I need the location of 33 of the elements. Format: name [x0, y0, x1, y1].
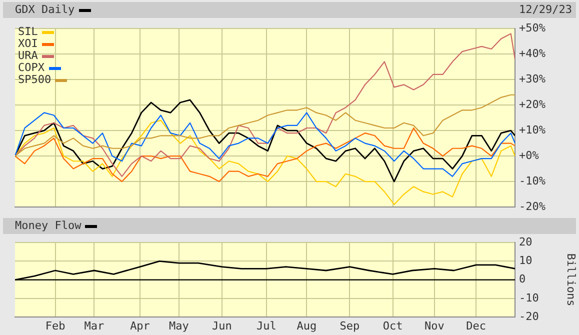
legend-label: XOI [18, 37, 38, 50]
y-tick-label: 20 [519, 235, 532, 248]
y-tick-label: -10% [519, 174, 546, 188]
x-tick-label: Jun [212, 319, 232, 332]
legend-label: COPX [18, 61, 44, 74]
x-tick-label: Aug [296, 319, 317, 332]
y-tick-label: -20 [519, 310, 539, 323]
x-tick-label: Apr [130, 319, 150, 332]
y-tick-label: +20% [519, 98, 546, 111]
x-tick-label: Nov [424, 319, 445, 332]
legend-label: SP500 [18, 73, 52, 86]
x-tick-label: Jul [256, 319, 276, 332]
y-tick-label: +0% [519, 148, 540, 162]
y-tick-label: -10 [519, 291, 539, 304]
y-tick-label: -20% [519, 200, 546, 213]
x-tick-label: Feb [45, 319, 66, 332]
x-tick-label: Sep [340, 319, 360, 332]
x-tick-label: Dec [466, 319, 486, 332]
legend-label: Money Flow [15, 218, 82, 234]
y-tick-label: +40% [519, 46, 546, 60]
x-tick-label: Mar [84, 319, 104, 332]
x-tick-label: May [168, 319, 190, 332]
y-axis-title: Billions [564, 253, 578, 306]
legend-label: URA [18, 49, 38, 62]
x-tick-label: Oct [382, 319, 403, 332]
legend-label: GDX Daily [15, 2, 75, 18]
y-tick-label: 0 [519, 272, 526, 286]
y-tick-label: 10 [519, 254, 532, 268]
legend-label: SIL [18, 25, 38, 38]
text: 12/29/23 [519, 2, 572, 18]
y-tick-label: +10% [519, 123, 546, 136]
y-tick-label: +50% [519, 21, 546, 34]
y-tick-label: +30% [519, 72, 546, 86]
